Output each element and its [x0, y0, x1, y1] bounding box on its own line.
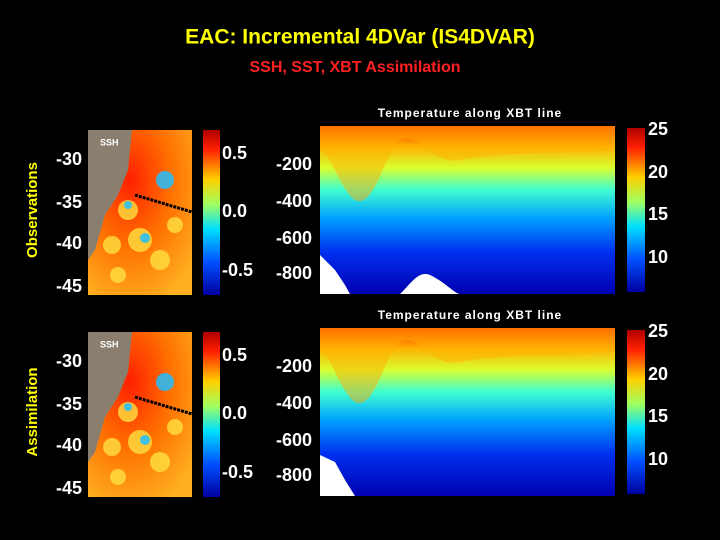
- section-warm-core: [320, 126, 615, 202]
- ssh-eddy: [124, 403, 132, 411]
- lat-tick-label: -45: [56, 478, 82, 498]
- ssh-eddy: [140, 435, 150, 445]
- title: EAC: Incremental 4DVar (IS4DVAR): [185, 26, 535, 49]
- ssh-eddy: [167, 419, 183, 435]
- temp-tick-label: 10: [648, 449, 668, 469]
- ssh-eddy: [156, 373, 174, 391]
- ssh-eddy: [156, 171, 174, 189]
- row-label: Observations: [24, 162, 41, 258]
- xbt-line: [134, 395, 193, 416]
- ssh-colorbar: [203, 130, 220, 295]
- ssh-tick-label: -0.5: [222, 260, 253, 280]
- temp-tick-label: 15: [648, 204, 668, 224]
- ssh-colorbar: [203, 332, 220, 497]
- lat-tick-label: -35: [56, 192, 82, 212]
- depth-tick-label: -600: [276, 228, 312, 248]
- bathymetry: [320, 455, 355, 496]
- temp-tick-label: 20: [648, 364, 668, 384]
- temp-tick-label: 20: [648, 162, 668, 182]
- temp-colorbar: [627, 330, 645, 494]
- ssh-eddy: [103, 438, 121, 456]
- lat-tick-label: -40: [56, 435, 82, 455]
- depth-tick-label: -400: [276, 191, 312, 211]
- ssh-eddy: [110, 267, 126, 283]
- lat-tick-label: -30: [56, 351, 82, 371]
- subtitle: SSH, SST, XBT Assimilation: [249, 59, 460, 76]
- ssh-eddy: [118, 200, 138, 220]
- section-warm-core: [320, 328, 615, 404]
- section-title: Temperature along XBT line: [378, 106, 562, 120]
- map-label: SSH: [100, 339, 119, 349]
- ssh-eddy: [150, 452, 170, 472]
- temp-tick-label: 15: [648, 406, 668, 426]
- map-label: SSH: [100, 137, 119, 147]
- section-title: Temperature along XBT line: [378, 308, 562, 322]
- lat-tick-label: -30: [56, 149, 82, 169]
- depth-tick-label: -600: [276, 430, 312, 450]
- bathymetry: [320, 255, 460, 294]
- ssh-tick-label: 0.0: [222, 403, 247, 423]
- temp-tick-label: 25: [648, 119, 668, 139]
- xbt-line: [134, 193, 193, 214]
- temp-colorbar: [627, 128, 645, 292]
- ssh-eddy: [103, 236, 121, 254]
- depth-tick-label: -200: [276, 154, 312, 174]
- ssh-eddy: [150, 250, 170, 270]
- temp-tick-label: 10: [648, 247, 668, 267]
- depth-tick-label: -200: [276, 356, 312, 376]
- ssh-eddy: [140, 233, 150, 243]
- temp-tick-label: 25: [648, 321, 668, 341]
- ssh-eddy: [167, 217, 183, 233]
- depth-tick-label: -800: [276, 263, 312, 283]
- ssh-tick-label: 0.5: [222, 345, 247, 365]
- lat-tick-label: -40: [56, 233, 82, 253]
- ssh-eddy: [110, 469, 126, 485]
- land: [88, 130, 132, 260]
- depth-tick-label: -800: [276, 465, 312, 485]
- ssh-tick-label: 0.0: [222, 201, 247, 221]
- ssh-tick-label: 0.5: [222, 143, 247, 163]
- ssh-eddy: [118, 402, 138, 422]
- lat-tick-label: -45: [56, 276, 82, 296]
- row-label: Assimilation: [24, 367, 41, 456]
- ssh-eddy: [124, 201, 132, 209]
- land: [88, 332, 132, 462]
- depth-tick-label: -400: [276, 393, 312, 413]
- ssh-tick-label: -0.5: [222, 462, 253, 482]
- lat-tick-label: -35: [56, 394, 82, 414]
